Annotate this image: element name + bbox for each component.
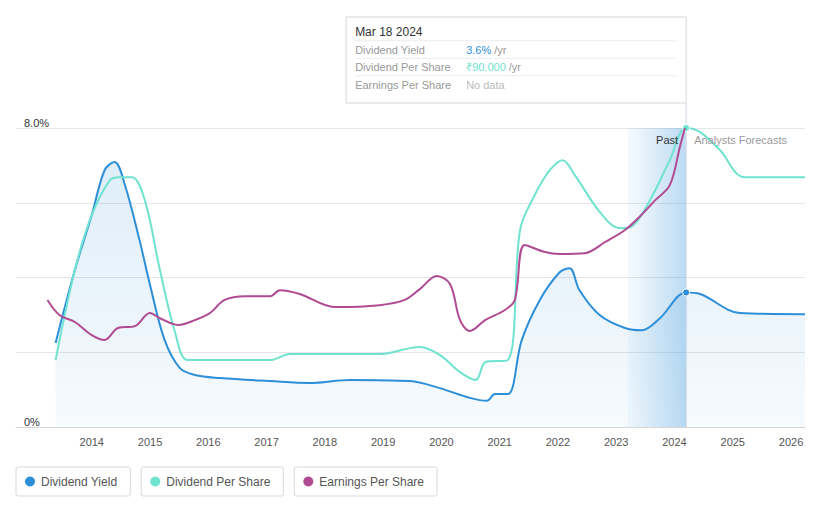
svg-text:2021: 2021	[487, 436, 511, 448]
svg-text:2025: 2025	[721, 436, 745, 448]
svg-text:Earnings Per Share: Earnings Per Share	[319, 475, 424, 489]
svg-text:2026: 2026	[779, 436, 803, 448]
svg-text:Dividend Yield: Dividend Yield	[355, 44, 425, 56]
svg-text:2016: 2016	[196, 436, 220, 448]
svg-text:Earnings Per Share: Earnings Per Share	[355, 79, 451, 91]
svg-text:2022: 2022	[546, 436, 570, 448]
svg-text:2014: 2014	[80, 436, 104, 448]
svg-text:2024: 2024	[662, 436, 686, 448]
svg-text:2020: 2020	[429, 436, 453, 448]
svg-text:2019: 2019	[371, 436, 395, 448]
svg-text:₹90.000: ₹90.000	[466, 61, 506, 73]
svg-text:Mar 18 2024: Mar 18 2024	[355, 25, 423, 39]
svg-text:Analysts Forecasts: Analysts Forecasts	[694, 134, 787, 146]
svg-text:/yr: /yr	[494, 44, 507, 56]
svg-text:3.6%: 3.6%	[466, 44, 491, 56]
svg-text:Past: Past	[656, 134, 678, 146]
svg-text:No data: No data	[466, 79, 505, 91]
svg-text:2018: 2018	[313, 436, 337, 448]
svg-text:/yr: /yr	[509, 61, 522, 73]
svg-text:Dividend Per Share: Dividend Per Share	[166, 475, 270, 489]
svg-text:2015: 2015	[138, 436, 162, 448]
svg-text:2017: 2017	[254, 436, 278, 448]
svg-text:Dividend Yield: Dividend Yield	[41, 475, 117, 489]
svg-text:Dividend Per Share: Dividend Per Share	[355, 61, 450, 73]
svg-text:8.0%: 8.0%	[24, 117, 49, 129]
svg-text:2023: 2023	[604, 436, 628, 448]
svg-text:0%: 0%	[24, 416, 40, 428]
